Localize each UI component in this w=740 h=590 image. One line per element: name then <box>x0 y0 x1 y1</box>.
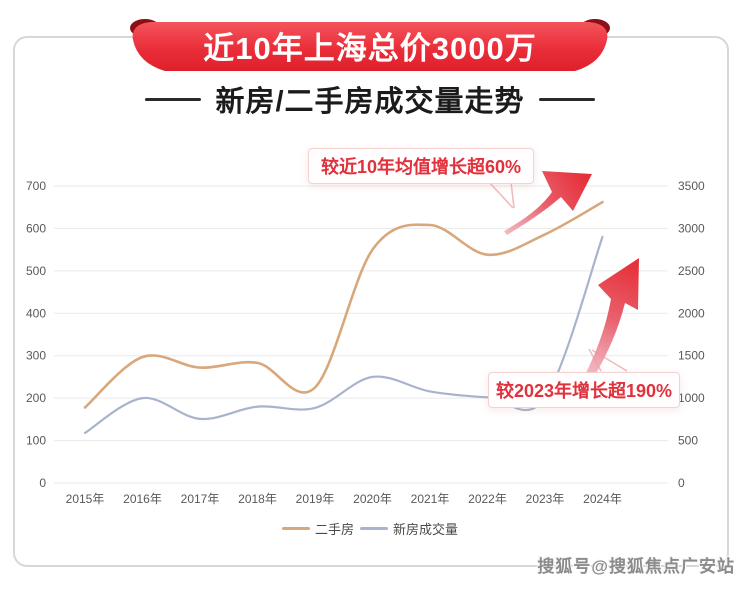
title-ribbon: 近10年上海总价3000万 <box>129 13 611 79</box>
y-axis-left-tick: 300 <box>26 349 46 363</box>
subtitle-left-dash <box>145 97 202 101</box>
annotation-yoy-growth: 较2023年增长超190% <box>488 372 680 408</box>
legend-label: 新房成交量 <box>393 521 459 537</box>
x-axis-tick: 2018年 <box>238 492 277 506</box>
x-axis-tick: 2023年 <box>526 492 565 506</box>
series-line-secondhand <box>83 200 604 409</box>
legend-item-newhome: 新房成交量 <box>360 519 458 538</box>
x-axis-tick: 2022年 <box>468 492 507 506</box>
y-axis-left-tick: 200 <box>26 391 46 405</box>
ribbon-body <box>132 22 608 71</box>
growth-arrow-icon <box>586 258 639 377</box>
y-axis-right-tick: 1500 <box>678 349 705 363</box>
y-axis-left-tick: 400 <box>26 306 46 320</box>
x-axis-tick: 2024年 <box>583 492 622 506</box>
leader-line <box>488 181 514 209</box>
ribbon-shape-icon <box>130 19 610 71</box>
y-axis-right-tick: 2000 <box>678 306 705 320</box>
y-axis-right-tick: 0 <box>678 476 685 490</box>
subtitle-row: 新房/二手房成交量走势 <box>0 80 740 118</box>
x-axis-tick: 2020年 <box>353 492 392 506</box>
y-axis-left-tick: 700 <box>26 179 46 193</box>
watermark: 搜狐号@搜狐焦点广安站 <box>537 557 735 576</box>
y-axis-left-tick: 100 <box>26 434 46 448</box>
annotation-avg-growth: 较近10年均值增长超60% <box>308 148 534 184</box>
x-axis-tick: 2017年 <box>181 492 220 506</box>
subtitle-right-dash <box>538 97 595 101</box>
chart-subtitle: 新房/二手房成交量走势 <box>215 86 525 118</box>
y-axis-left-tick: 0 <box>39 476 46 490</box>
y-axis-right-tick: 1000 <box>678 391 705 405</box>
chart-legend: 二手房 新房成交量 <box>0 518 740 538</box>
secondhand-line-swatch <box>281 526 310 530</box>
x-axis-tick: 2019年 <box>296 492 335 506</box>
leader-line <box>510 181 515 209</box>
x-axis-tick: 2021年 <box>411 492 450 506</box>
y-axis-left-tick: 600 <box>26 221 46 235</box>
y-axis-right-tick: 3500 <box>678 179 705 193</box>
x-axis-tick: 2016年 <box>123 492 162 506</box>
x-axis-tick: 2015年 <box>66 492 105 506</box>
legend-label: 二手房 <box>314 521 354 537</box>
growth-arrow-icon <box>504 171 592 235</box>
y-axis-left-tick: 500 <box>26 264 46 278</box>
y-axis-right-tick: 2500 <box>678 264 705 278</box>
banner-title: 近10年上海总价3000万 <box>203 30 537 66</box>
y-axis-right-tick: 500 <box>678 434 698 448</box>
newhome-line-swatch <box>360 526 388 530</box>
legend-item-secondhand: 二手房 <box>281 519 354 538</box>
y-axis-right-tick: 3000 <box>678 221 705 235</box>
